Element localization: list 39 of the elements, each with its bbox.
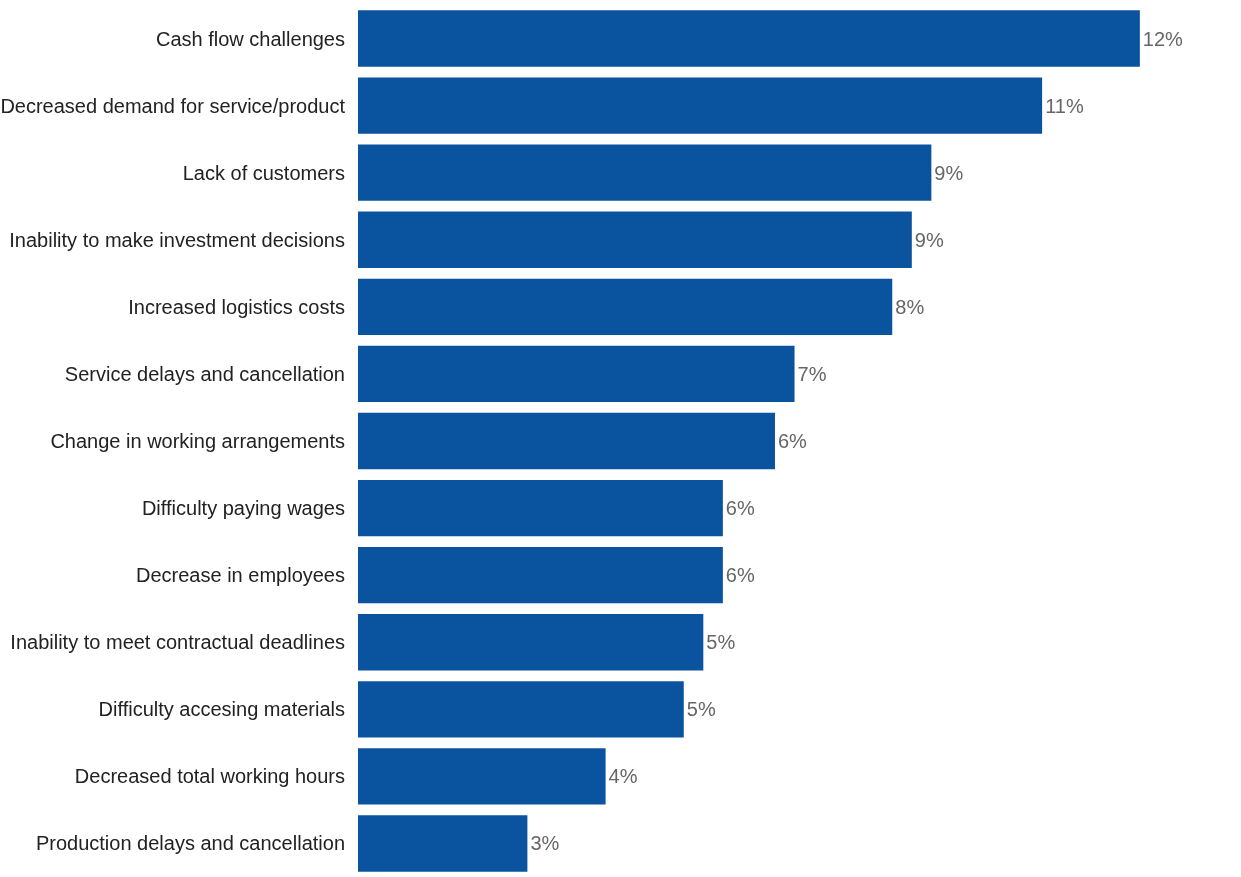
y-tick-label: Change in working arrangements [50, 430, 345, 452]
bar [358, 278, 893, 336]
y-tick-label: Cash flow challenges [156, 27, 345, 50]
y-tick-label: Service delays and cancellation [64, 362, 345, 385]
y-tick-label: Decreased demand for service/product [0, 94, 346, 117]
y-tick-label: Inability to make investment decisions [9, 228, 345, 251]
y-tick-label: Increased logistics costs [128, 295, 345, 318]
y-tick-label: Inability to meet contractual deadlines [10, 631, 345, 654]
data-label: 9% [934, 161, 964, 184]
y-tick-label: Difficulty accesing materials [98, 698, 345, 721]
data-label: 5% [706, 631, 736, 654]
bar [358, 144, 932, 201]
bar [358, 345, 795, 403]
bar [358, 77, 1043, 134]
data-label: 6% [725, 497, 755, 520]
y-tick-label: Lack of customers [182, 161, 345, 184]
bar [358, 681, 684, 738]
y-tick-label: Decreased total working hours [74, 765, 345, 788]
data-label: 3% [530, 832, 560, 855]
data-label: 8% [895, 295, 925, 318]
bar [358, 748, 606, 805]
data-label: 5% [686, 698, 716, 721]
bar [358, 546, 723, 604]
data-label: 4% [608, 765, 638, 788]
bar [358, 614, 704, 671]
bar [358, 10, 1140, 67]
bar [358, 211, 912, 268]
y-tick-label: Difficulty paying wages [141, 497, 345, 520]
bar [358, 412, 775, 470]
data-label: 6% [725, 564, 755, 587]
data-label: 6% [777, 430, 808, 452]
data-label: 12% [1142, 27, 1184, 50]
bar [358, 479, 723, 537]
y-tick-label: Decrease in employees [136, 564, 345, 587]
bar [358, 815, 528, 872]
data-label: 11% [1045, 94, 1084, 117]
data-label: 7% [797, 362, 827, 385]
y-tick-label: Production delays and cancellation [35, 832, 345, 855]
data-label: 9% [914, 228, 944, 251]
